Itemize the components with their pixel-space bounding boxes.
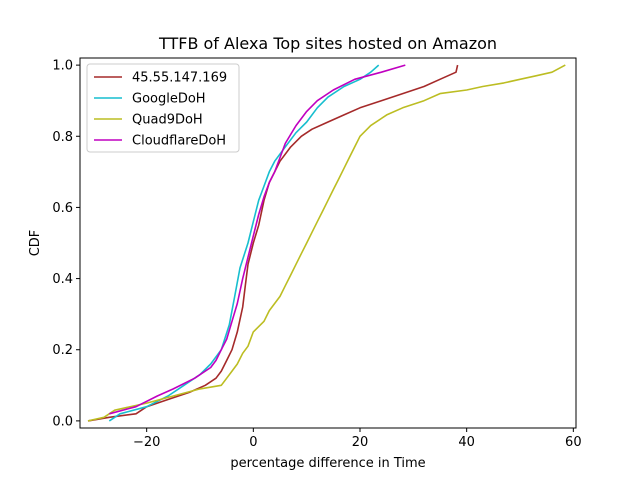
series-line-3 (109, 64, 406, 415)
legend-label-0: 45.55.147.169 (132, 71, 227, 86)
series-line-1 (108, 64, 380, 422)
legend-label-3: CloudflareDoH (132, 134, 226, 149)
x-tick-label: 20 (352, 435, 369, 450)
axes-frame (79, 57, 577, 429)
y-tick-label: 0.8 (52, 130, 73, 145)
x-axis-label: percentage difference in Time (230, 456, 425, 471)
y-tick-label: 1.0 (52, 59, 73, 74)
x-tick-label: −20 (133, 435, 160, 450)
y-tick-label: 0.4 (52, 272, 73, 287)
legend-label-1: GoogleDoH (132, 92, 206, 107)
chart-title: TTFB of Alexa Top sites hosted on Amazon (158, 34, 497, 53)
x-tick-label: 0 (249, 435, 257, 450)
y-tick-label: 0.6 (52, 201, 73, 216)
legend-box (86, 63, 240, 153)
series-line-2 (87, 64, 566, 422)
y-axis-label: CDF (28, 230, 43, 257)
y-axis: 0.0 0.2 0.4 0.6 0.8 1.0 (52, 59, 80, 429)
legend: 45.55.147.169 GoogleDoH Quad9DoH Cloudflare… (86, 63, 240, 153)
y-tick-label: 0.2 (52, 343, 73, 358)
x-tick-label: 60 (565, 435, 582, 450)
y-tick-label: 0.0 (52, 414, 73, 429)
plot-area (87, 64, 566, 422)
x-tick-label: 40 (458, 435, 475, 450)
legend-label-2: Quad9DoH (132, 113, 203, 128)
x-axis: −20 0 20 40 60 (133, 428, 582, 450)
